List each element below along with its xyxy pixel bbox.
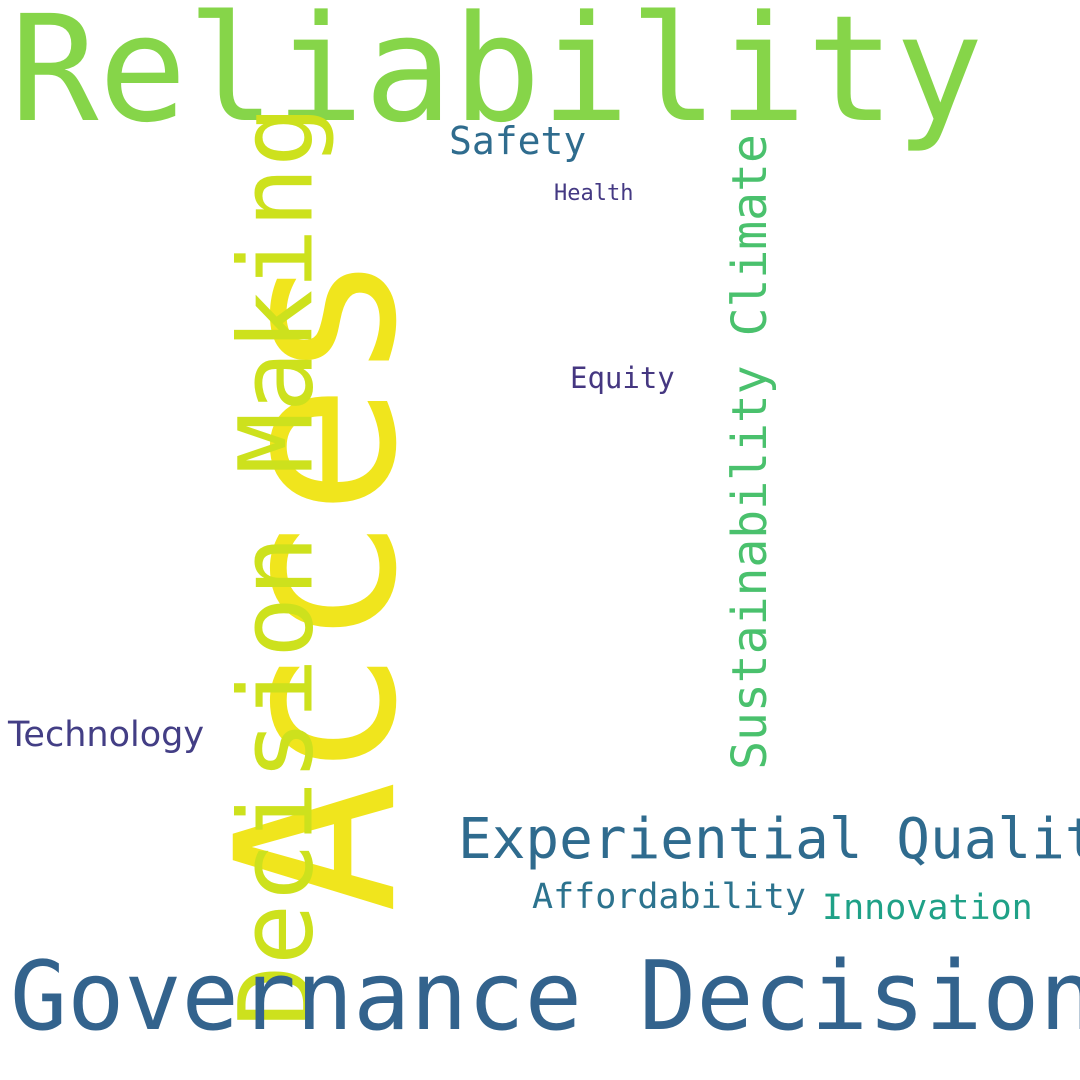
word-governance-decision: Governance Decision [10,942,1080,1052]
word-equity: Equity [570,361,675,395]
word-health: Health [554,181,634,206]
word-innovation: Innovation [822,888,1033,928]
word-safety: Safety [449,119,587,163]
word-decision-making: Decision Making [217,105,337,1027]
word-reliability: Reliability [10,0,984,155]
word-sustainability-climate: Sustainability Climate [721,134,778,770]
word-affordability: Affordability [532,877,806,917]
word-experiential-quality: Experiential Quality [458,807,1080,872]
word-technology: Technology [8,715,205,755]
